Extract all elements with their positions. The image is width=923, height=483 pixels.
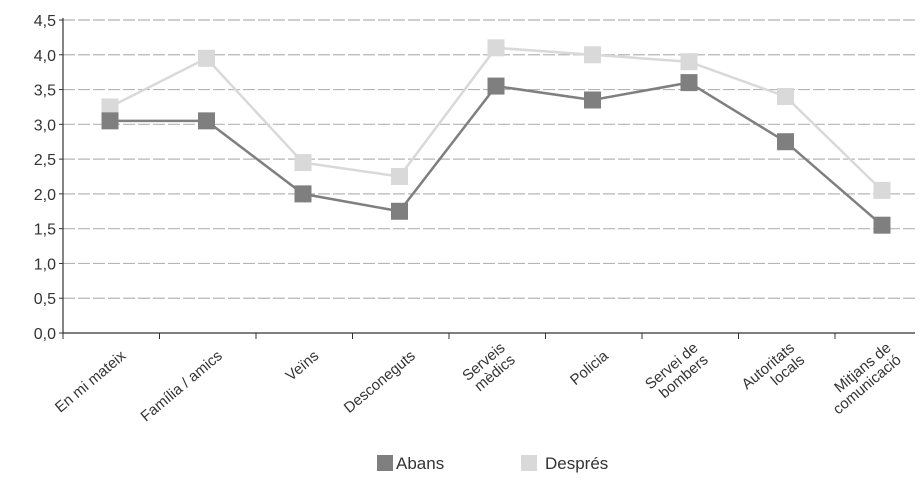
x-category-label: Serveismèdics [459,339,518,396]
x-category-label-line: Veïns [283,347,323,384]
data-point-marker [198,112,215,130]
x-category-label-line: Família / amics [138,347,226,425]
x-category-label: Mitjans decomunicació [820,339,905,418]
data-point-marker [680,74,698,92]
data-point-marker [584,91,601,109]
y-tick-label: 2,5 [34,152,56,169]
y-tick-label: 4,5 [34,13,56,30]
data-point-marker [294,185,312,203]
y-tick-label: 4,0 [34,48,56,65]
data-point-marker [391,168,408,185]
y-tick-label: 0,5 [34,291,56,308]
data-point-marker [487,39,505,57]
x-category-label: Autoritatslocals [739,339,809,405]
data-point-marker [873,216,891,234]
data-point-marker [101,98,119,116]
data-point-marker [777,133,794,151]
y-tick-label: 3,0 [34,117,56,134]
data-point-marker [198,49,215,67]
data-point-marker [391,202,408,220]
x-category-label-line: En mi mateix [52,347,130,416]
data-point-marker [584,46,601,64]
legend-label: Abans [396,454,444,473]
data-point-marker [294,154,312,172]
x-category-label: Família / amics [138,347,226,425]
x-category-label: Servei debombers [642,339,712,405]
data-point-marker [873,181,891,199]
x-category-label: Desconeguts [341,347,419,416]
y-tick-label: 1,0 [34,256,56,273]
series-line [110,81,883,227]
legend-label: Després [545,454,608,473]
legend-swatch [377,455,393,471]
data-point-marker [680,53,698,71]
x-category-label: En mi mateix [52,347,130,416]
y-tick-label: 3,5 [34,83,56,100]
y-tick-label: 1,5 [34,222,56,239]
x-category-label: Veïns [283,347,323,384]
y-tick-label: 0,0 [34,326,56,343]
data-point-marker [487,77,505,95]
legend-swatch [521,455,537,471]
y-tick-label: 2,0 [34,187,56,204]
series-line [109,46,883,192]
data-point-marker [101,112,119,130]
x-category-label: Policia [567,347,612,389]
x-category-label-line: Desconeguts [341,347,419,416]
data-point-marker [777,88,794,106]
x-category-label-line: Policia [567,347,612,389]
